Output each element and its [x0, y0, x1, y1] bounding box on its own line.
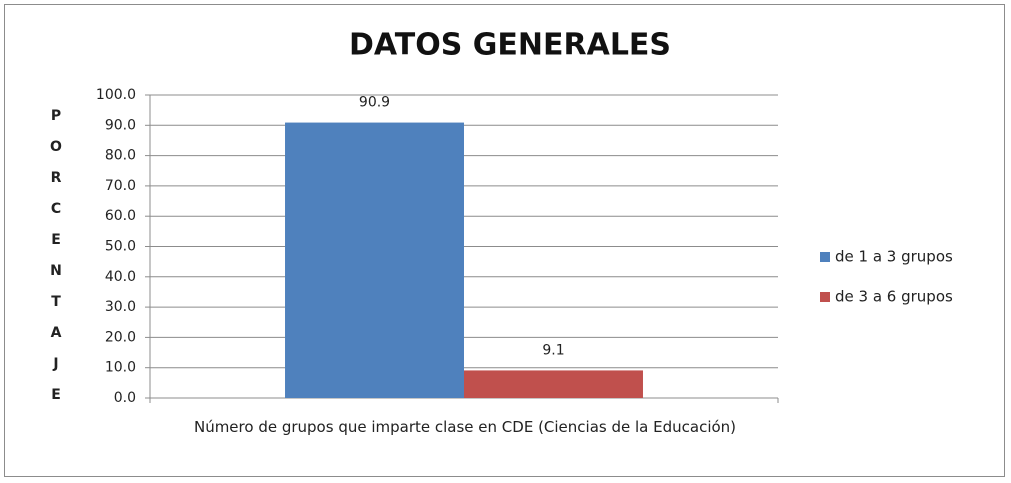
legend-swatch	[820, 292, 830, 302]
y-tick-label: 90.0	[105, 117, 136, 133]
y-tick-label: 20.0	[105, 329, 136, 345]
y-tick-label: 10.0	[105, 360, 136, 376]
y-tick-label: 80.0	[105, 148, 136, 164]
y-tick-label: 0.0	[114, 390, 136, 406]
chart-frame	[4, 4, 1005, 477]
legend-label: de 1 a 3 grupos	[835, 248, 953, 266]
y-tick-label: 70.0	[105, 178, 136, 194]
value-label: 9.1	[542, 342, 564, 358]
y-tick-label: 40.0	[105, 269, 136, 285]
y-tick-label: 50.0	[105, 239, 136, 255]
chart-title: DATOS GENERALES	[349, 28, 671, 63]
bar	[464, 370, 643, 398]
y-tick-label: 100.0	[96, 87, 136, 103]
y-tick-label: 30.0	[105, 299, 136, 315]
y-axis-label: PORCENTAJE	[48, 108, 64, 418]
x-tick-label: Número de grupos que imparte clase en CD…	[193, 418, 737, 436]
legend-label: de 3 a 6 grupos	[835, 288, 953, 306]
value-label: 90.9	[359, 95, 390, 111]
legend-swatch	[820, 252, 830, 262]
bar	[285, 122, 464, 398]
y-tick-label: 60.0	[105, 208, 136, 224]
